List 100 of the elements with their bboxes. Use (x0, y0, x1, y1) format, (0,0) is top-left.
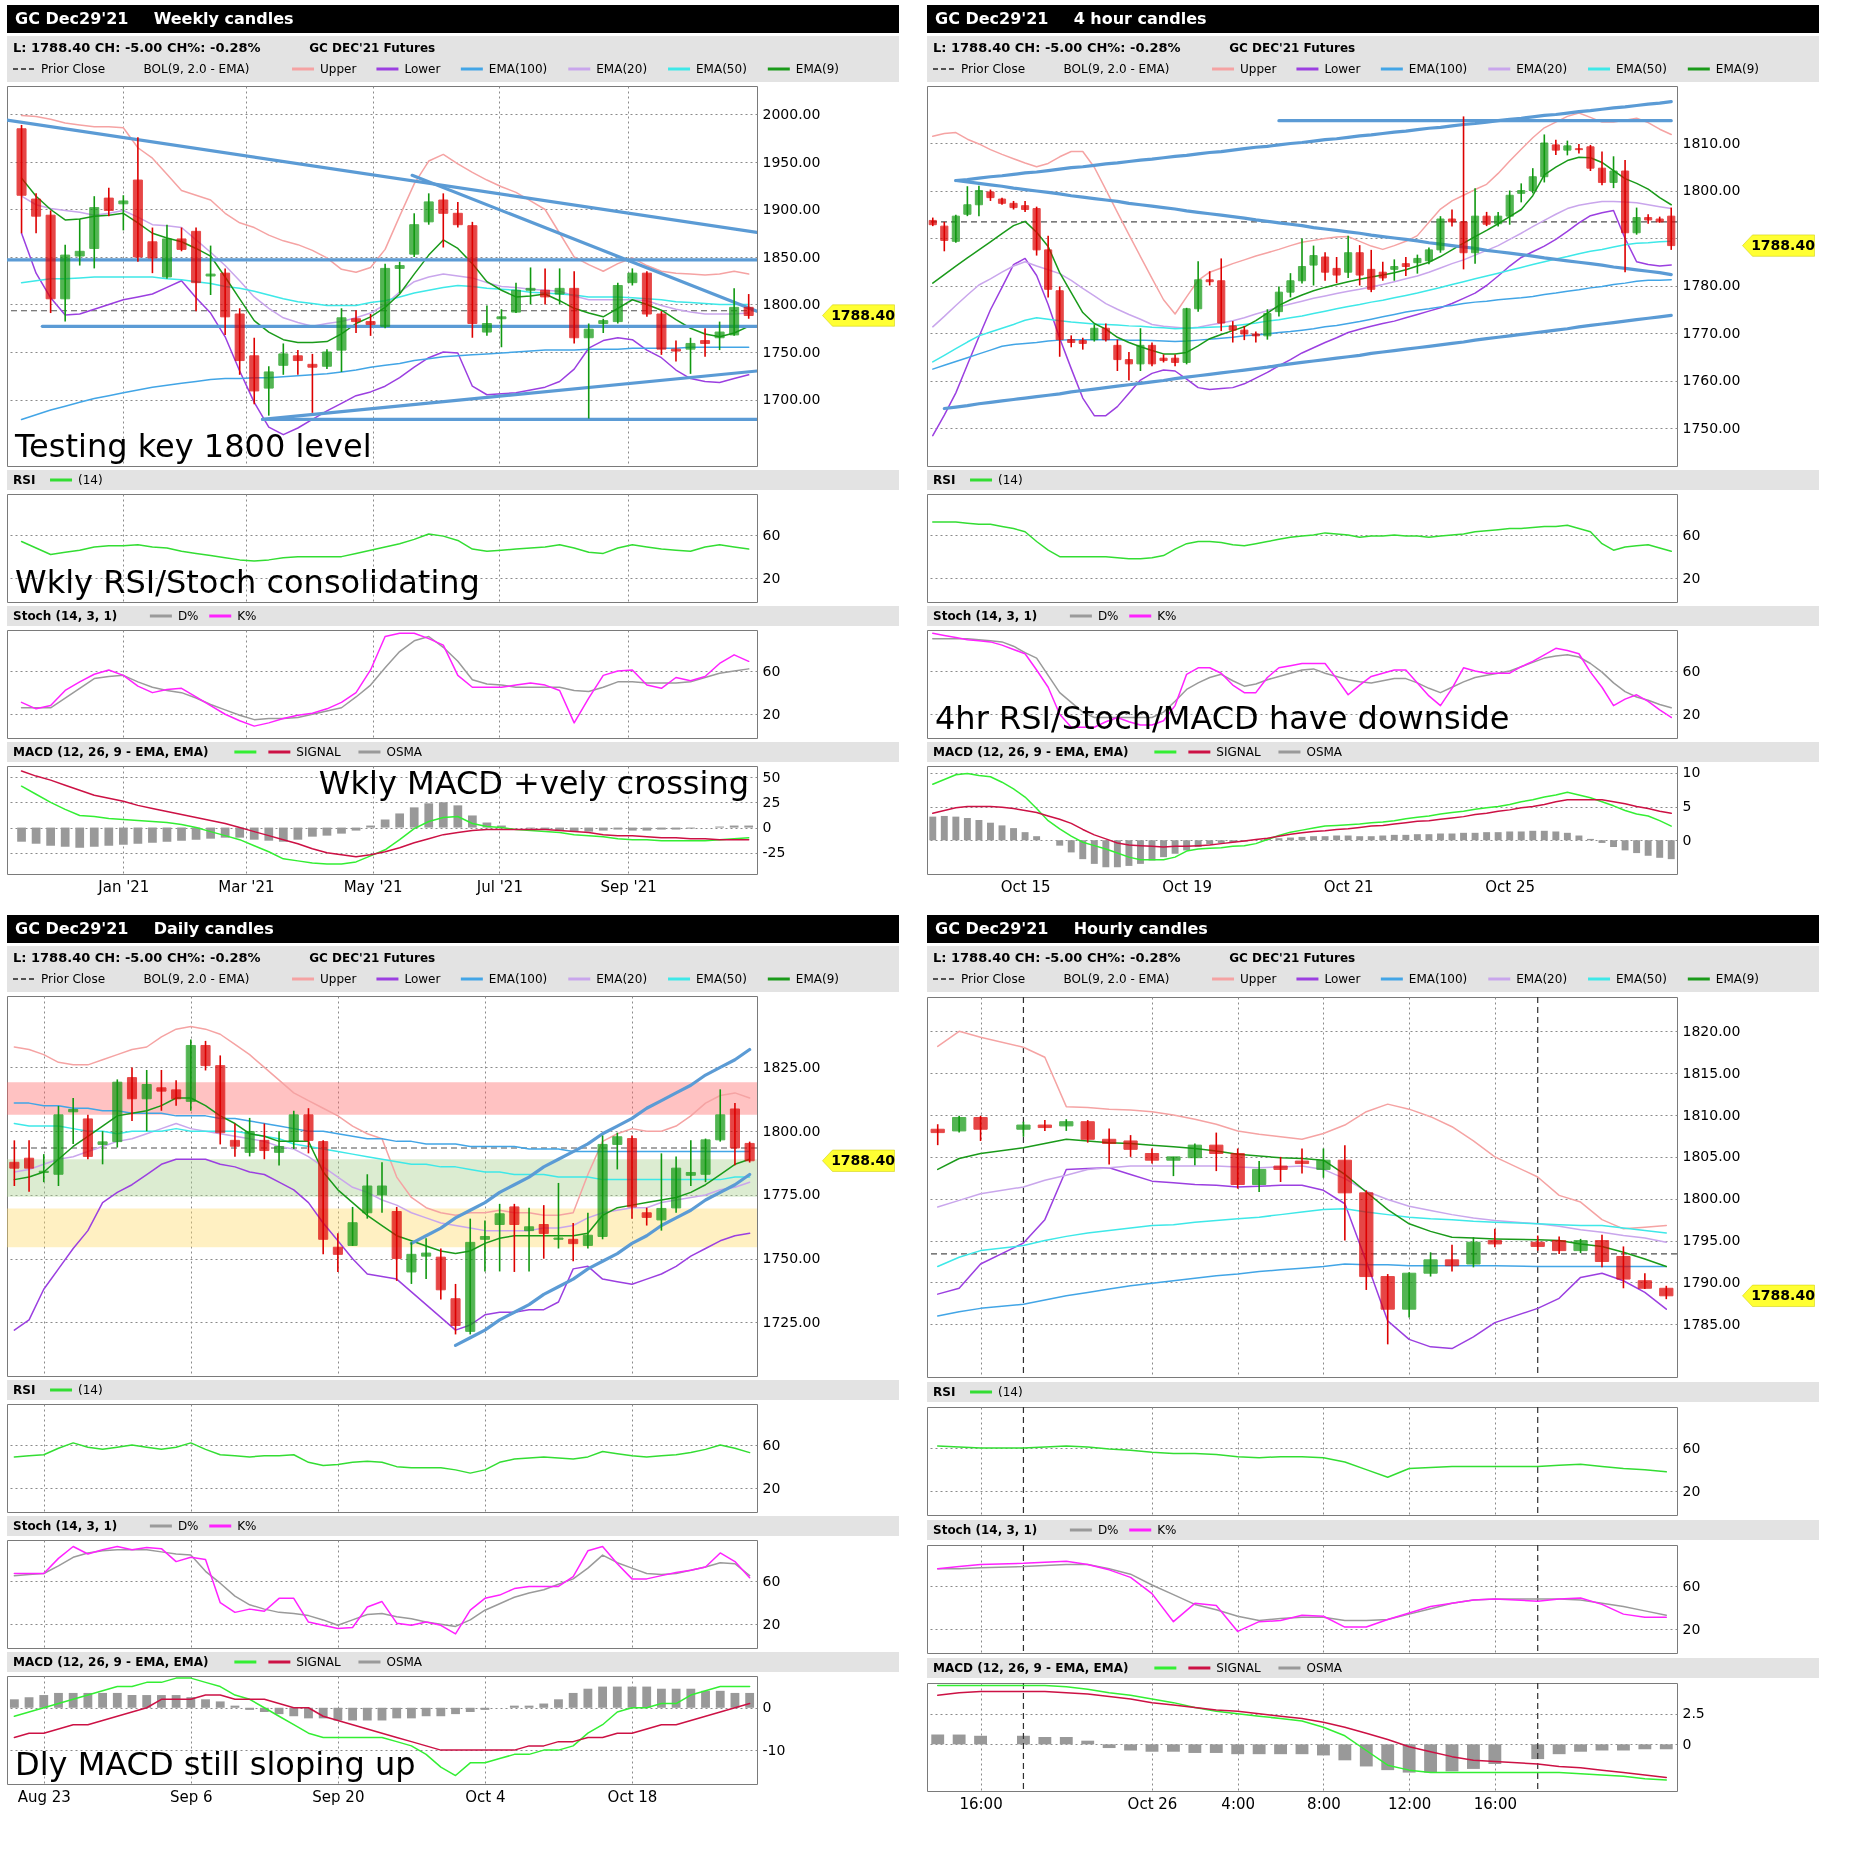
legend-label: Lower (404, 972, 441, 986)
x-tick-label: Oct 19 (1162, 877, 1213, 896)
y-tick-label: 20 (762, 705, 781, 722)
y-tick-label: -10 (762, 1741, 786, 1758)
legend-label: Lower (404, 62, 441, 76)
text: L: 1788.40 CH: -5.00 CH%: -0.28% (13, 950, 261, 965)
y-tick-label: 20 (762, 1615, 781, 1632)
y-tick-label: 20 (762, 569, 781, 586)
legend-label: Prior Close (961, 972, 1026, 986)
text: L: 1788.40 CH: -5.00 CH%: -0.28% (933, 950, 1181, 965)
legend-label: EMA(20) (1516, 972, 1568, 986)
annotation: Wkly RSI/Stoch consolidating (15, 563, 480, 601)
y-tick-label: 1900.00 (762, 201, 821, 217)
legend-label: (14) (998, 473, 1023, 487)
legend-label: EMA(100) (488, 62, 548, 76)
y-tick-label: 60 (762, 526, 781, 543)
legend-title: Stoch (14, 3, 1) (13, 609, 118, 623)
legend-label: SIGNAL (296, 745, 341, 759)
y-tick-label: 25 (762, 793, 781, 810)
legend-label: EMA(9) (795, 972, 839, 986)
legend-title: RSI (13, 1383, 36, 1397)
legend-title: RSI (933, 1385, 956, 1399)
legend-title: GC DEC'21 Futures (309, 951, 436, 965)
text: 1788.40 (831, 306, 896, 323)
legend-label: SIGNAL (1216, 745, 1261, 759)
y-tick-label: 0 (762, 1699, 772, 1716)
y-tick-label: 2000.00 (762, 106, 821, 122)
x-tick-label: Oct 26 (1127, 1794, 1178, 1813)
y-tick-label: 1800.00 (762, 1122, 821, 1139)
y-tick-label: 1825.00 (762, 1058, 821, 1075)
y-tick-label: 20 (1682, 705, 1701, 722)
x-tick-label: May '21 (343, 877, 403, 896)
legend-label: Upper (320, 62, 357, 76)
y-tick-label: 1725.00 (762, 1313, 821, 1330)
legend-label: K% (1157, 1523, 1177, 1537)
legend-label: Prior Close (41, 62, 106, 76)
x-tick-label: 4:00 (1221, 1794, 1256, 1813)
y-tick-label: 1750.00 (762, 343, 821, 360)
legend-label: SIGNAL (1216, 1661, 1261, 1675)
x-tick-label: Sep 6 (170, 1787, 213, 1806)
text: L: 1788.40 CH: -5.00 CH%: -0.28% (13, 40, 261, 55)
x-tick-label: Oct 4 (465, 1787, 506, 1806)
y-tick-label: 1805.00 (1682, 1148, 1741, 1165)
y-tick-label: 0 (762, 819, 772, 836)
legend-label: SIGNAL (296, 1655, 341, 1669)
legend-title: MACD (12, 26, 9 - EMA, EMA) (13, 745, 209, 759)
y-tick-label: 1850.00 (762, 248, 821, 265)
legend-label: K% (237, 1519, 257, 1533)
y-tick-label: 50 (762, 768, 781, 785)
x-tick-label: Oct 21 (1323, 877, 1374, 896)
annotation: Testing key 1800 level (14, 427, 372, 465)
chart-subtitle: Weekly candles (153, 9, 294, 28)
y-tick-label: 1790.00 (1682, 1273, 1741, 1290)
y-tick-label: 1800.00 (1682, 1190, 1741, 1207)
x-tick-label: Oct 18 (607, 1787, 658, 1806)
legend-label: EMA(9) (1715, 972, 1759, 986)
legend-label: EMA(100) (1408, 972, 1468, 986)
legend-label: (14) (78, 473, 103, 487)
x-tick-label: Oct 15 (1000, 877, 1051, 896)
legend-label: EMA(20) (596, 62, 648, 76)
y-tick-label: 60 (1682, 1577, 1701, 1594)
legend-label: EMA(20) (596, 972, 648, 986)
legend-title: Stoch (14, 3, 1) (13, 1519, 118, 1533)
text: 1788.40 (831, 1151, 896, 1168)
legend-label: D% (177, 609, 199, 623)
y-tick-label: 1795.00 (1682, 1232, 1741, 1249)
y-tick-label: 0 (1682, 1735, 1692, 1752)
chart-title: GC Dec29'21 (935, 919, 1049, 938)
y-tick-label: 1800.00 (762, 296, 821, 312)
y-tick-label: 20 (1682, 569, 1701, 586)
legend-label: OSMA (1306, 745, 1343, 759)
y-tick-label: 60 (762, 662, 781, 679)
y-tick-label: 1775.00 (762, 1186, 821, 1203)
y-tick-label: 60 (762, 1436, 781, 1453)
legend-label: (14) (78, 1383, 103, 1397)
legend-title: MACD (12, 26, 9 - EMA, EMA) (933, 1661, 1129, 1675)
legend-label: Prior Close (41, 972, 106, 986)
x-tick-label: 16:00 (959, 1794, 1003, 1813)
legend-label: Lower (1324, 972, 1361, 986)
x-tick-label: Jan '21 (97, 877, 150, 896)
legend-label: D% (177, 1519, 199, 1533)
x-tick-label: 12:00 (1388, 1794, 1432, 1813)
x-tick-label: Jul '21 (475, 877, 523, 896)
x-tick-label: Mar '21 (218, 877, 275, 896)
legend-label: Upper (1240, 972, 1277, 986)
x-tick-label: 8:00 (1307, 1794, 1341, 1813)
legend-title: GC DEC'21 Futures (309, 41, 436, 55)
y-tick-label: 2.5 (1682, 1705, 1705, 1722)
x-tick-label: 16:00 (1473, 1794, 1517, 1813)
legend-title: RSI (933, 473, 956, 487)
annotation: Dly MACD still sloping up (15, 1745, 416, 1783)
y-tick-label: 20 (762, 1479, 781, 1496)
y-tick-label: 20 (1682, 1482, 1701, 1499)
y-tick-label: 1820.00 (1682, 1022, 1741, 1039)
legend-label: K% (1157, 609, 1177, 623)
y-tick-label: 1810.00 (1682, 1106, 1741, 1123)
x-tick-label: Oct 25 (1485, 877, 1536, 896)
legend-label: Upper (320, 972, 357, 986)
x-tick-label: Aug 23 (17, 1787, 71, 1806)
legend-title: Stoch (14, 3, 1) (933, 609, 1038, 623)
